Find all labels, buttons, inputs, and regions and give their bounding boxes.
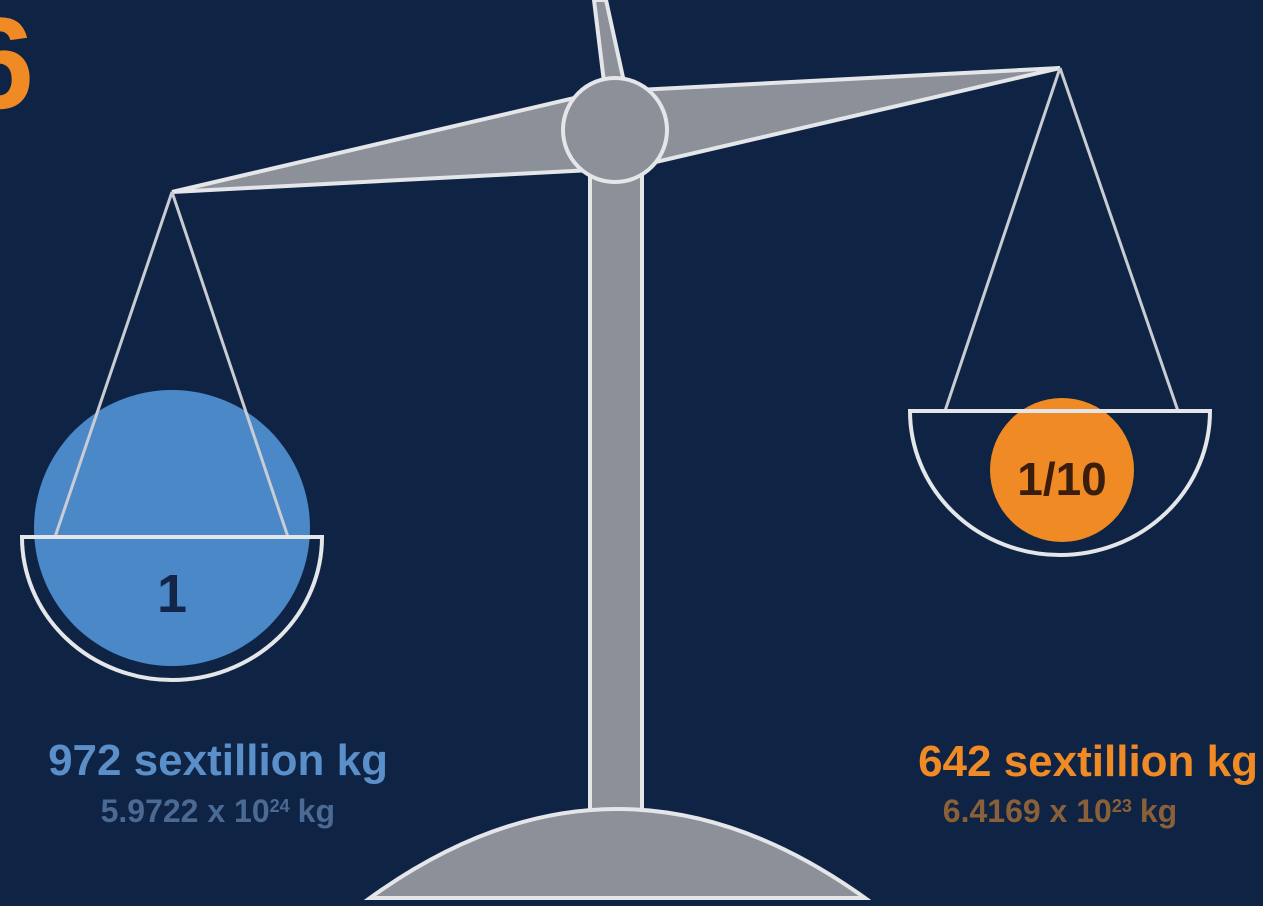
left-pan: [19, 535, 325, 682]
unit: kg: [298, 793, 335, 829]
scientific-label: 6.4169 x 1023 kg: [943, 793, 1177, 829]
earth-circle: [34, 390, 310, 666]
exponent: 24: [270, 796, 290, 816]
string: [53, 191, 174, 538]
scientific-label: 5.9722 x 1024 kg: [101, 793, 335, 829]
pan-label: 1: [157, 564, 187, 624]
corner-number: 6: [0, 0, 34, 136]
string: [170, 191, 290, 538]
mars-circle: [990, 398, 1134, 542]
exponent: 23: [1112, 796, 1132, 816]
pan-label: 1/10: [1017, 453, 1107, 505]
mantissa: 5.9722 x 10: [101, 793, 270, 829]
base: [363, 807, 872, 900]
unit: kg: [1140, 793, 1177, 829]
pillar: [588, 173, 644, 812]
string: [1058, 67, 1180, 412]
mass-label: 642 sextillion kg: [918, 737, 1258, 786]
right-pan: [907, 409, 1213, 557]
mantissa: 6.4169 x 10: [943, 793, 1112, 829]
pivot: [561, 76, 669, 184]
mass-label: 972 sextillion kg: [48, 736, 388, 785]
string: [943, 67, 1062, 412]
